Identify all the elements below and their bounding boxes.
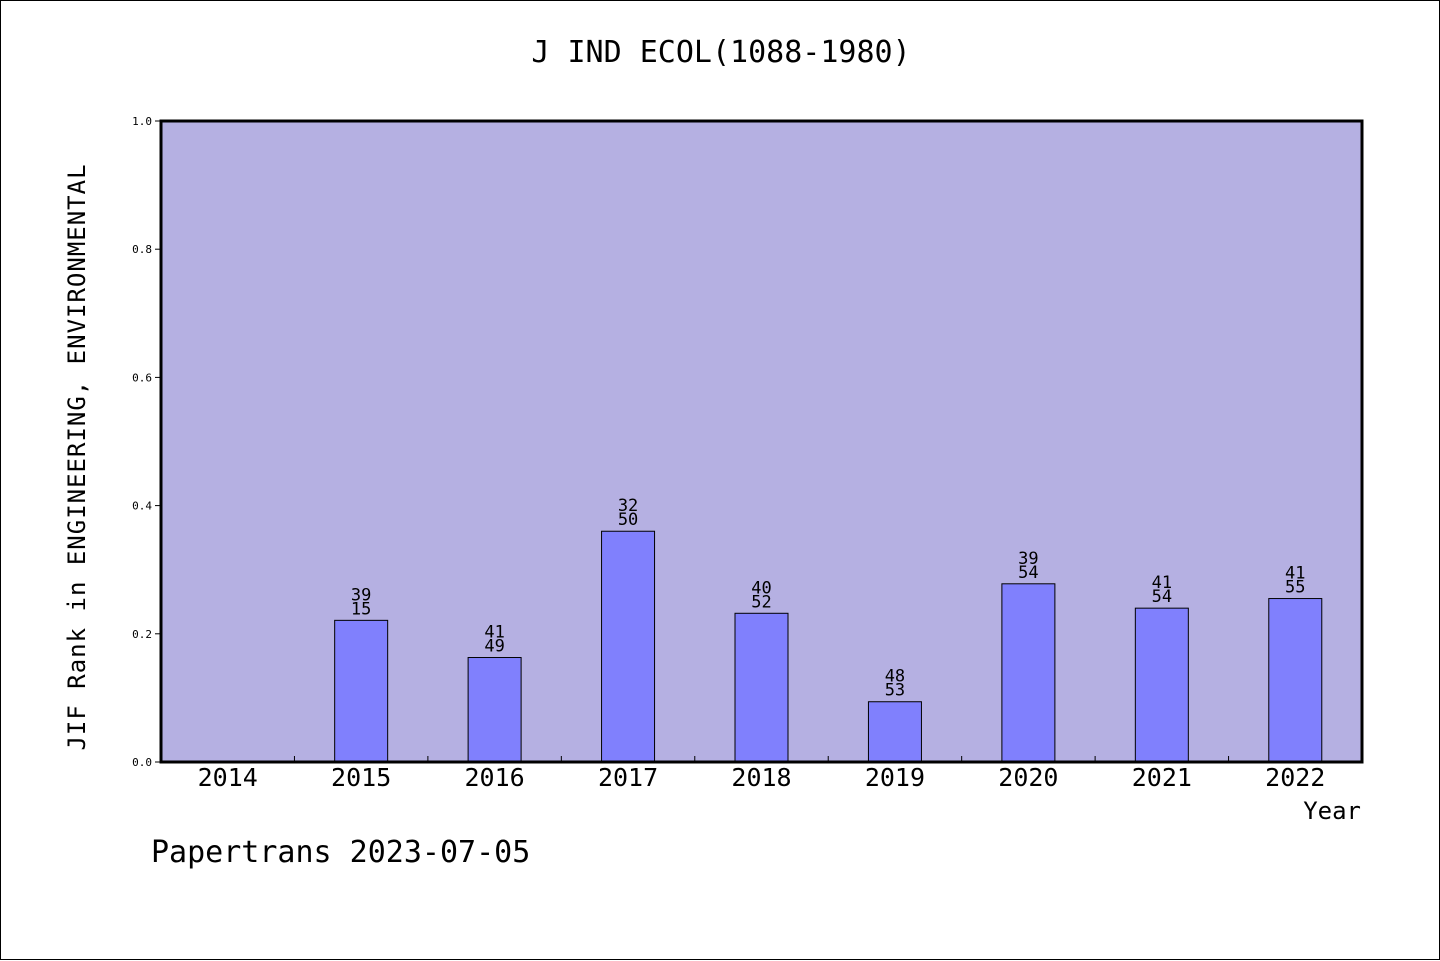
y-tick-label: 0.2: [132, 628, 152, 641]
x-tick-label: 2020: [998, 763, 1058, 792]
x-tick-label: 2016: [465, 763, 525, 792]
x-tick-label: 2015: [331, 763, 391, 792]
bar: [1134, 607, 1189, 763]
y-tick-label: 0.0: [132, 756, 152, 769]
bar-label-total: 50: [618, 510, 638, 530]
bar-label-rank: 39: [1018, 549, 1038, 569]
bar-label-rank: 39: [351, 585, 371, 605]
x-tick-label: 2022: [1265, 763, 1325, 792]
y-tick-label: 0.4: [132, 500, 152, 513]
bar-label-rank: 32: [618, 496, 638, 516]
bar-label-total: 15: [351, 599, 371, 619]
bar: [601, 530, 656, 763]
x-tick-label: 2021: [1132, 763, 1192, 792]
bar-label-total: 54: [1152, 587, 1172, 607]
chart-title: J IND ECOL(1088-1980): [531, 35, 911, 70]
y-tick-label: 0.6: [132, 371, 152, 384]
bar-label-rank: 41: [1152, 573, 1172, 593]
bar-label-total: 52: [751, 592, 771, 612]
bar-label-rank: 41: [1285, 564, 1305, 584]
bar: [867, 701, 922, 763]
footer-credit: Papertrans 2023-07-05: [151, 835, 531, 870]
x-tick-label: 2017: [598, 763, 658, 792]
bar-label-rank: 40: [751, 578, 771, 598]
bar-label-total: 53: [885, 681, 905, 701]
bar-label-rank: 48: [885, 667, 905, 687]
bar-label-total: 54: [1018, 563, 1038, 583]
bar: [467, 657, 522, 763]
bar: [334, 619, 389, 763]
x-tick-label: 2014: [198, 763, 258, 792]
plot-border: [159, 119, 1364, 764]
y-tick-label: 0.8: [132, 243, 152, 256]
bar-label-total: 55: [1285, 578, 1305, 598]
x-tick-label: 2018: [731, 763, 791, 792]
y-tick-label: 1.0: [132, 115, 152, 128]
bar: [734, 612, 789, 763]
bar: [1001, 583, 1056, 763]
bar-label-total: 49: [484, 637, 504, 657]
bar: [1268, 598, 1323, 763]
x-axis-label: Year: [1303, 797, 1361, 825]
bar-label-rank: 41: [484, 623, 504, 643]
x-tick-label: 2019: [865, 763, 925, 792]
